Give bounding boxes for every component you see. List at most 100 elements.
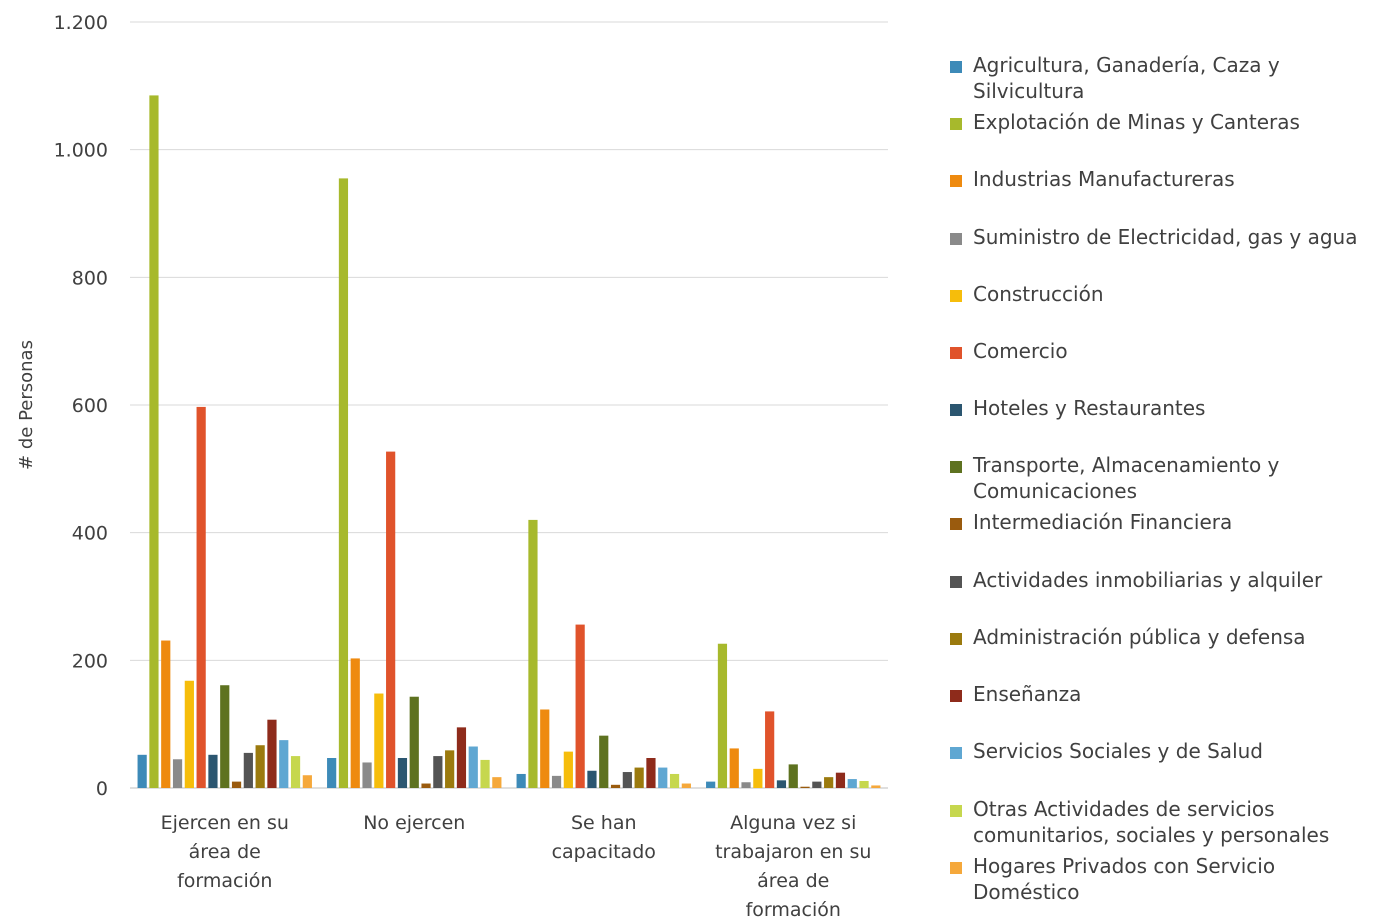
legend-swatch bbox=[950, 290, 962, 302]
bar bbox=[161, 640, 171, 788]
y-tick-label: 1.000 bbox=[54, 140, 108, 162]
legend-label: Hogares Privados con Servicio Doméstico bbox=[973, 854, 1276, 904]
bar bbox=[456, 727, 467, 788]
x-category-label: Alguna vez si trabajaron en su área de form… bbox=[715, 812, 871, 921]
bar bbox=[433, 756, 443, 788]
legend-swatch bbox=[950, 175, 962, 187]
bar bbox=[397, 758, 408, 788]
bar bbox=[835, 772, 846, 788]
legend-label: Hoteles y Restaurantes bbox=[973, 396, 1206, 420]
bar bbox=[362, 762, 372, 788]
bar bbox=[575, 624, 585, 788]
bar bbox=[231, 781, 242, 788]
bar bbox=[350, 658, 360, 788]
x-category-label: No ejercen bbox=[363, 812, 465, 834]
legend-label: Suministro de Electricidad, gas y agua bbox=[973, 225, 1358, 249]
bar bbox=[327, 758, 337, 788]
bar bbox=[445, 750, 455, 788]
y-tick-label: 600 bbox=[72, 395, 108, 417]
bar bbox=[540, 709, 550, 788]
bar bbox=[468, 746, 478, 788]
legend-swatch bbox=[950, 233, 962, 245]
bar bbox=[492, 777, 502, 788]
legend-swatch bbox=[950, 576, 962, 588]
bar bbox=[196, 406, 206, 788]
bar bbox=[255, 745, 265, 788]
x-category-label: Ejercen en su área de formación bbox=[161, 812, 289, 892]
bar bbox=[800, 786, 810, 788]
bar bbox=[658, 767, 668, 788]
legend-label: Construcción bbox=[973, 282, 1104, 306]
bar bbox=[279, 740, 289, 789]
y-tick-label: 1.200 bbox=[54, 12, 108, 34]
legend-label: Comercio bbox=[973, 339, 1068, 363]
legend-swatch bbox=[950, 118, 962, 130]
y-axis-tick-labels: 0 200 400 600 800 1.000 1.200 bbox=[54, 12, 108, 800]
bar bbox=[480, 759, 490, 788]
bar bbox=[409, 696, 419, 788]
legend-label: Actividades inmobiliarias y alquiler bbox=[973, 568, 1323, 592]
legend-swatch bbox=[950, 747, 962, 759]
legend-label: Administración pública y defensa bbox=[973, 625, 1306, 649]
x-category-label: Se han capacitado bbox=[552, 812, 656, 863]
bar bbox=[765, 711, 775, 788]
bar bbox=[741, 782, 751, 788]
legend-label: Industrias Manufactureras bbox=[973, 167, 1235, 191]
bars bbox=[137, 95, 881, 789]
bar bbox=[599, 735, 609, 788]
bar bbox=[622, 772, 632, 788]
bar bbox=[646, 758, 656, 788]
bar bbox=[859, 780, 869, 788]
bar bbox=[871, 785, 881, 788]
legend-swatch bbox=[950, 633, 962, 645]
bar bbox=[516, 773, 526, 788]
bar bbox=[753, 768, 763, 788]
bar bbox=[243, 752, 253, 788]
bar bbox=[338, 178, 349, 788]
bar bbox=[788, 764, 798, 788]
bar bbox=[528, 519, 538, 788]
legend-swatch bbox=[950, 690, 962, 702]
bar bbox=[669, 773, 680, 788]
bar bbox=[706, 781, 716, 788]
legend-swatch bbox=[950, 461, 962, 473]
legend-label: Intermediación Financiera bbox=[973, 510, 1233, 534]
legend-label: Servicios Sociales y de Salud bbox=[973, 739, 1263, 763]
bar bbox=[587, 770, 597, 788]
bar bbox=[551, 775, 562, 788]
legend-swatch bbox=[950, 61, 962, 73]
gridlines bbox=[130, 21, 888, 789]
bar bbox=[421, 783, 431, 788]
y-tick-label: 0 bbox=[96, 778, 108, 800]
legend-swatch bbox=[950, 862, 962, 874]
bar bbox=[717, 643, 728, 788]
bar bbox=[208, 754, 218, 788]
bar bbox=[634, 767, 644, 788]
y-tick-label: 200 bbox=[72, 650, 108, 672]
bar bbox=[267, 719, 277, 788]
y-tick-label: 400 bbox=[72, 523, 108, 545]
bar bbox=[374, 693, 384, 788]
legend-label: Explotación de Minas y Canteras bbox=[973, 110, 1300, 134]
legend-swatch bbox=[950, 805, 962, 817]
bar bbox=[610, 784, 621, 788]
bar bbox=[776, 780, 787, 788]
bar bbox=[386, 451, 396, 788]
legend-label: Otras Actividades de servicios comunitari… bbox=[973, 797, 1330, 847]
bar bbox=[812, 781, 822, 788]
legend-label: Enseñanza bbox=[973, 682, 1082, 706]
bar bbox=[824, 777, 834, 788]
bar bbox=[172, 759, 183, 788]
legend-swatch bbox=[950, 518, 962, 530]
y-tick-label: 800 bbox=[72, 267, 108, 289]
bar bbox=[681, 783, 691, 788]
y-axis-label: # de Personas bbox=[16, 340, 37, 470]
x-axis-category-labels: Ejercen en su área de formación No ejercen S… bbox=[161, 812, 872, 921]
bar bbox=[149, 95, 159, 788]
legend-label: Transporte, Almacenamiento y Comunicacion… bbox=[973, 453, 1280, 503]
bar bbox=[729, 748, 739, 788]
bar bbox=[563, 751, 573, 788]
legend-swatch bbox=[950, 347, 962, 359]
legend-label: Agricultura, Ganadería, Caza y Silvicultu… bbox=[973, 53, 1280, 103]
